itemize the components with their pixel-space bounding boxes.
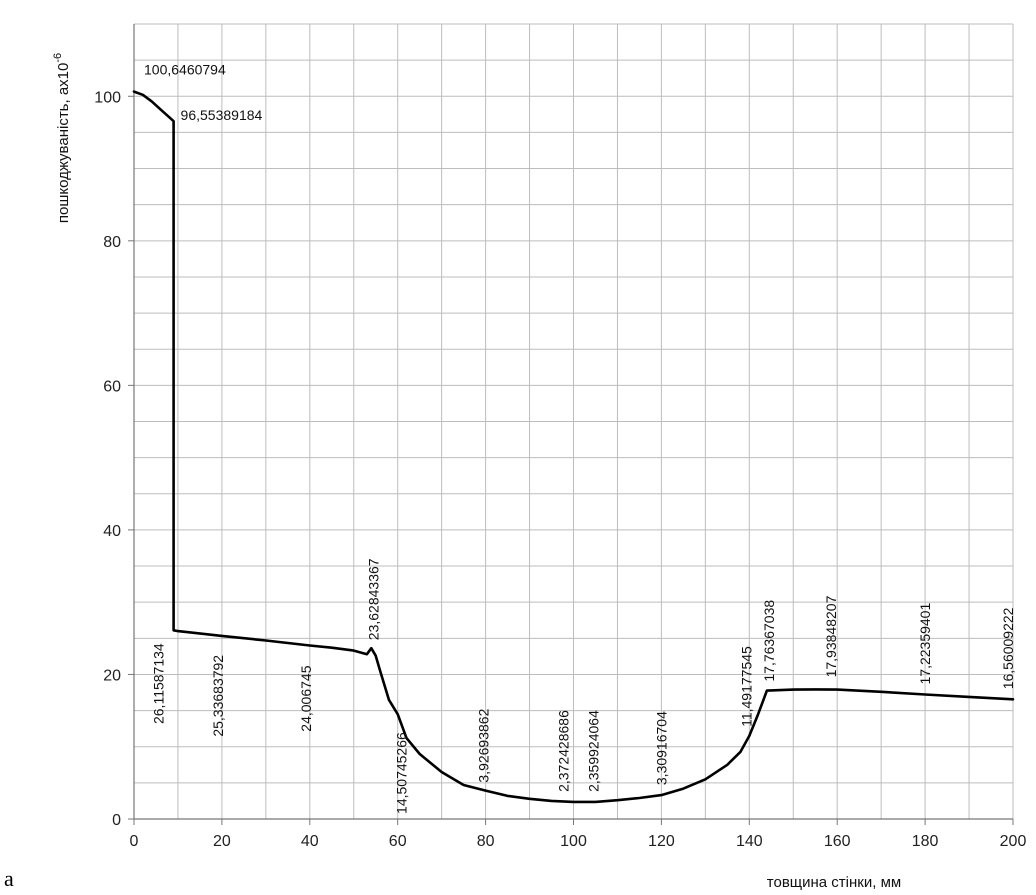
y-tick-label: 60 [103, 378, 121, 395]
data-label: 25,33683792 [210, 655, 226, 737]
x-tick-label: 0 [130, 833, 139, 850]
y-tick-label: 20 [103, 667, 121, 684]
series-line [132, 90, 1015, 804]
data-label: 96,55389184 [181, 107, 263, 123]
data-labels: 100,6460794 96,55389184 26,11587134 25,3368… [144, 62, 1016, 814]
x-tick-label: 180 [912, 833, 939, 850]
x-tick-label: 160 [824, 833, 851, 850]
x-tick-label: 40 [301, 833, 319, 850]
data-label: 2,359924064 [586, 710, 602, 792]
x-tick-label: 100 [560, 833, 587, 850]
data-label: 100,6460794 [144, 62, 226, 78]
data-label: 23,62843367 [365, 558, 381, 640]
data-label: 17,76367038 [761, 600, 777, 682]
data-label: 3,30916704 [653, 711, 669, 785]
data-label: 2,372428686 [556, 710, 572, 792]
axes [128, 24, 1014, 825]
x-axis-title: товщина стінки, мм [767, 874, 901, 891]
data-label: 26,11587134 [151, 643, 167, 724]
data-label: 24,006745 [298, 665, 314, 731]
data-label: 3,92693862 [476, 708, 492, 782]
x-tick-label: 60 [389, 833, 407, 850]
y-tick-label: 80 [103, 234, 121, 251]
data-label: 16,56009222 [1000, 607, 1016, 689]
grid-lines [133, 23, 1014, 820]
data-label: 17,93848207 [823, 595, 839, 677]
panel-letter: a [4, 866, 14, 891]
x-tick-label: 120 [648, 833, 675, 850]
x-tick-label: 20 [213, 833, 231, 850]
x-tick-label: 140 [736, 833, 763, 850]
x-tick-label: 80 [477, 833, 495, 850]
y-tick-label: 100 [94, 89, 121, 106]
y-tick-label: 40 [103, 523, 121, 540]
data-label: 11,49177545 [738, 646, 754, 727]
x-tick-label: 200 [1000, 833, 1027, 850]
y-tick-label: 0 [112, 812, 121, 829]
data-label: 17,22359401 [917, 603, 933, 685]
y-axis-title: пошкоджуваність, ax10-6 [52, 53, 72, 223]
tick-labels: 0 20 40 60 80 100 120 140 160 180 200 0 20 40 60 80 100 [94, 89, 1026, 850]
data-label: 14,50745266 [394, 732, 410, 814]
y-axis-title-exponent: -6 [52, 53, 64, 63]
series-line-group [132, 90, 1015, 804]
y-axis-title-text: пошкоджуваність, ax10 [55, 63, 72, 224]
